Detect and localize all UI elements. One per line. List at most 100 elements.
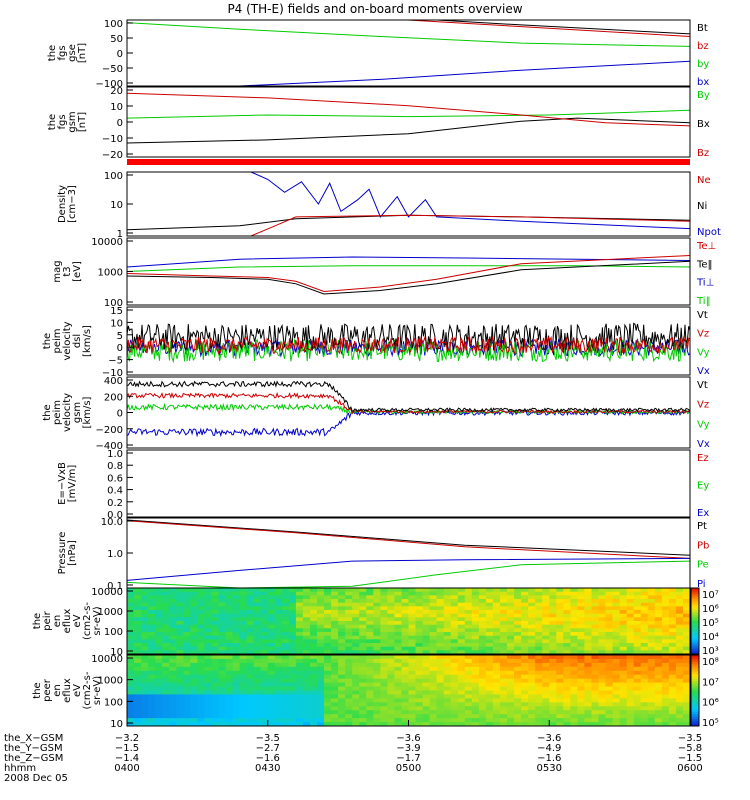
spectrogram-cell xyxy=(654,595,663,600)
spectrogram-cell xyxy=(429,606,438,611)
spectrogram-cell xyxy=(507,694,515,699)
spectrogram-cell xyxy=(507,690,515,695)
spectrogram-cell xyxy=(352,621,360,626)
spectrogram-cell xyxy=(549,686,557,691)
spectrogram-cell xyxy=(253,591,262,596)
spectrogram-cell xyxy=(591,662,599,668)
spectrogram-cell xyxy=(162,682,170,687)
spectrogram-cell xyxy=(134,610,142,615)
spectrogram-cell xyxy=(577,639,585,644)
spectrogram-cell xyxy=(457,718,466,723)
spectrogram-cell xyxy=(373,662,381,668)
spectrogram-cell xyxy=(563,678,571,684)
spectrogram-cell xyxy=(324,646,332,651)
spectrogram-cell xyxy=(204,674,212,680)
spectrogram-cell xyxy=(661,690,670,695)
spectrogram-cell xyxy=(436,602,445,607)
spectrogram-cell xyxy=(310,617,318,622)
ytick-label: 20 xyxy=(110,86,123,97)
spectrogram-cell xyxy=(464,628,473,633)
spectrogram-cell xyxy=(591,678,599,684)
spectrogram-cell xyxy=(450,628,459,633)
spectrogram-cell xyxy=(380,639,388,644)
colorbar-segment xyxy=(691,634,699,637)
spectrogram-cell xyxy=(570,588,578,593)
spectrogram-cell xyxy=(253,655,262,660)
spectrogram-cell xyxy=(661,632,670,637)
spectrogram-cell xyxy=(295,682,304,687)
spectrogram-cell xyxy=(267,650,276,655)
spectrogram-cell xyxy=(683,588,691,593)
spectrogram-cell xyxy=(352,646,360,651)
ytick-label: 10 xyxy=(110,647,123,658)
spectrogram-cell xyxy=(535,655,543,660)
spectrogram-cell xyxy=(204,670,212,676)
spectrogram-cell xyxy=(577,686,585,691)
spectrogram-cell xyxy=(197,628,205,633)
spectrogram-cell xyxy=(507,662,515,668)
spectrogram-cell xyxy=(640,674,649,680)
spectrogram-cell xyxy=(626,722,635,727)
spectrogram-cell xyxy=(302,610,311,615)
spectrogram-cell xyxy=(218,595,226,600)
spectrogram-cell xyxy=(654,698,663,703)
spectrogram-cell xyxy=(415,602,423,607)
spectrogram-cell xyxy=(598,658,606,664)
spectrogram-cell xyxy=(373,595,381,600)
spectrogram-cell xyxy=(387,621,395,626)
spectrogram-cell xyxy=(492,617,501,622)
spectrogram-cell xyxy=(204,698,212,703)
spectrogram-cell xyxy=(521,595,529,600)
spectrogram-cell xyxy=(169,639,177,644)
spectrogram-cell xyxy=(485,714,494,719)
spectrogram-cell xyxy=(661,722,670,727)
spectrogram-cell xyxy=(317,690,325,695)
spectrogram-cell xyxy=(302,658,311,664)
spectrogram-cell xyxy=(422,686,431,691)
spectrogram-cell xyxy=(549,617,557,622)
colorbar-label: 10⁴ xyxy=(702,632,719,643)
colorbar-segment xyxy=(691,638,699,642)
spectrogram-cell xyxy=(232,602,241,607)
spectrogram-cell xyxy=(183,658,191,664)
spectrogram-cell xyxy=(183,722,191,727)
spectrogram-cell xyxy=(324,628,332,633)
spectrogram-cell xyxy=(675,706,684,711)
spectrogram-cell xyxy=(535,635,543,640)
spectrogram-cell xyxy=(471,628,480,633)
spectrogram-cell xyxy=(675,702,684,707)
spectrogram-cell xyxy=(359,670,367,676)
spectrogram-cell xyxy=(352,722,360,727)
spectrogram-cell xyxy=(288,706,297,711)
spectrogram-cell xyxy=(162,599,170,604)
spectrogram-cell xyxy=(352,624,360,629)
spectrogram-cell xyxy=(246,690,255,695)
spectrogram-cell xyxy=(373,632,381,637)
spectrogram-cell xyxy=(253,722,262,727)
spectrogram-cell xyxy=(626,670,635,676)
spectrogram-cell xyxy=(429,722,438,727)
spectrogram-cell xyxy=(570,658,578,664)
spectrogram-cell xyxy=(612,722,621,727)
spectrogram-cell xyxy=(190,650,198,655)
spectrogram-cell xyxy=(127,674,135,680)
spectrogram-cell xyxy=(478,722,487,727)
spectrogram-cell xyxy=(464,710,473,715)
spectrogram-cell xyxy=(324,702,332,707)
spectrogram-cell xyxy=(127,624,135,629)
colorbar-segment xyxy=(691,697,699,701)
spectrogram-cell xyxy=(253,706,262,711)
spectrogram-cell xyxy=(324,595,332,600)
spectrogram-cell xyxy=(260,694,269,699)
spectrogram-cell xyxy=(211,646,219,651)
spectrogram-cell xyxy=(281,666,290,672)
spectrogram-cell xyxy=(134,702,142,707)
spectrogram-cell xyxy=(267,690,276,695)
spectrogram-cell xyxy=(675,722,684,727)
spectrogram-cell xyxy=(169,698,177,703)
spectrogram-cell xyxy=(633,588,642,593)
spectrogram-cell xyxy=(148,606,156,611)
spectrogram-cell xyxy=(422,690,431,695)
spectrogram-cell xyxy=(443,714,452,719)
spectrogram-cell xyxy=(654,682,663,687)
